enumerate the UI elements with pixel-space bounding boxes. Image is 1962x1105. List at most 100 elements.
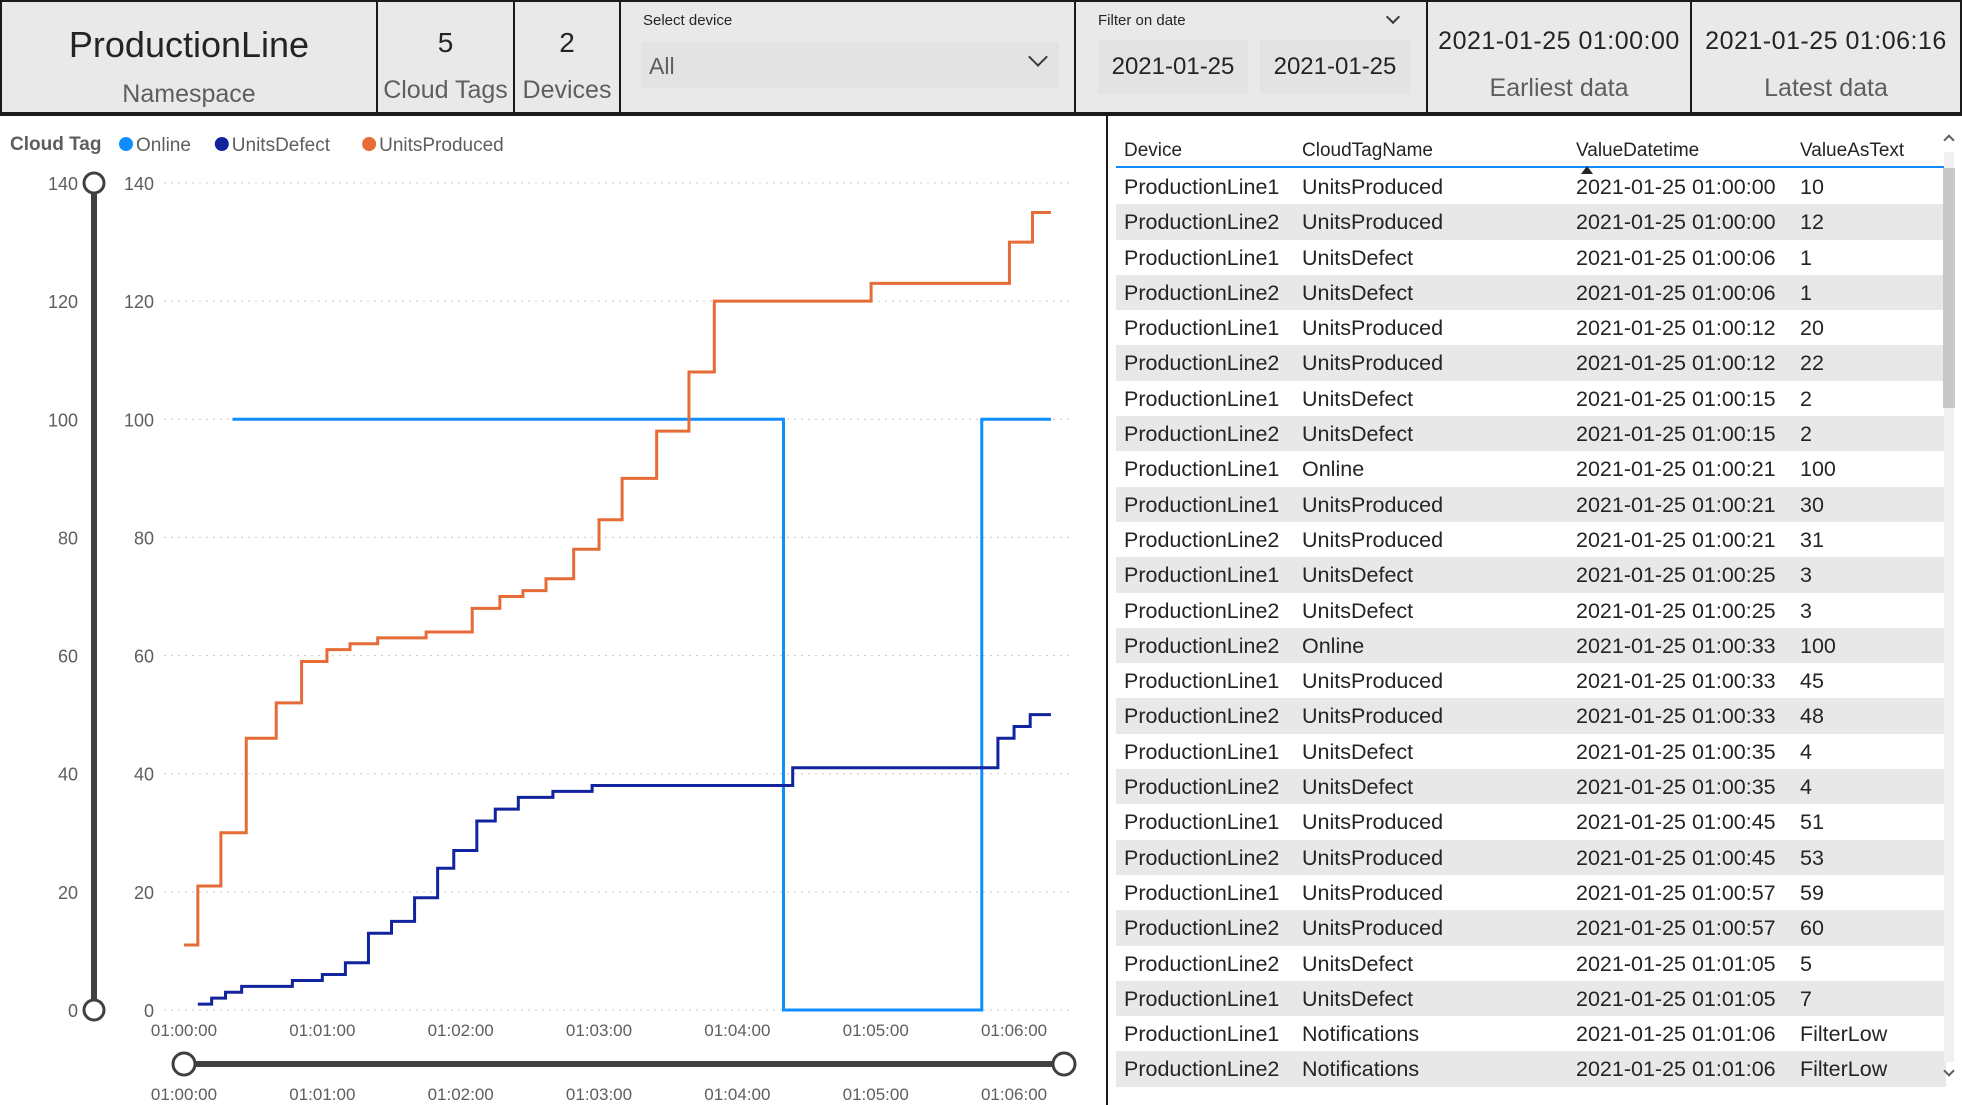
table-row[interactable]: ProductionLine2 UnitsProduced 2021-01-25 0… (1116, 204, 1946, 240)
cloud-tag-line-chart[interactable]: Cloud Tag Online UnitsDefect UnitsProduced 0… (0, 114, 1108, 1105)
table-row[interactable]: ProductionLine1 UnitsDefect 2021-01-25 01:… (1116, 240, 1946, 275)
table-row[interactable]: ProductionLine2 Notifications 2021-01-25 0… (1116, 1051, 1946, 1087)
cell-valueastext: 53 (1800, 845, 1824, 870)
y-axis-tick-label: 80 (134, 528, 154, 548)
device-slicer-title: Select device (643, 12, 733, 29)
cell-valueastext: 5 (1800, 951, 1812, 976)
y-zoom-slider-handle-bottom[interactable] (82, 998, 106, 1022)
x-axis-tick-label: 01:02:00 (428, 1021, 494, 1040)
legend-item-unitsdefect: UnitsDefect (232, 135, 331, 156)
table-row[interactable]: ProductionLine1 Online 2021-01-25 01:00:21… (1116, 451, 1946, 486)
chevron-down-icon[interactable] (1385, 9, 1401, 25)
cloud-tag-table: Device CloudTagName ValueDatetime ValueA… (1108, 114, 1962, 1105)
table-row[interactable]: ProductionLine1 UnitsProduced 2021-01-25 0… (1116, 310, 1946, 345)
cell-cloudtagname: UnitsDefect (1302, 245, 1414, 270)
series-line-unitsproduced (184, 211, 1051, 947)
scroll-down-icon[interactable] (1943, 1065, 1955, 1077)
table-row[interactable]: ProductionLine2 UnitsDefect 2021-01-25 01:… (1116, 769, 1946, 805)
cell-device: ProductionLine2 (1124, 951, 1280, 976)
cell-cloudtagname: Notifications (1302, 1022, 1420, 1047)
cell-valueastext: 4 (1800, 739, 1812, 764)
cell-valueastext: 100 (1800, 457, 1836, 482)
y-axis-tick-label: 120 (124, 292, 154, 312)
x-axis-tick-label: 01:01:00 (289, 1021, 355, 1040)
cell-device: ProductionLine2 (1124, 422, 1280, 447)
cell-valueastext: 20 (1800, 316, 1824, 341)
table-row[interactable]: ProductionLine2 UnitsDefect 2021-01-25 01:… (1116, 416, 1946, 452)
cell-valuedatetime: 2021-01-25 01:01:05 (1576, 951, 1776, 976)
column-header-valuedatetime[interactable]: ValueDatetime (1576, 140, 1700, 161)
table-row[interactable]: ProductionLine2 UnitsProduced 2021-01-25 0… (1116, 698, 1946, 734)
device-dropdown[interactable]: All (641, 42, 1059, 88)
x-zoom-slider-handle-left[interactable] (171, 1051, 197, 1077)
y-axis-tick-label: 140 (124, 174, 154, 194)
table-row[interactable]: ProductionLine2 UnitsDefect 2021-01-25 01:… (1116, 274, 1946, 311)
cell-cloudtagname: UnitsProduced (1302, 810, 1444, 835)
scrollbar-thumb[interactable] (1943, 168, 1955, 408)
cell-valuedatetime: 2021-01-25 01:00:21 (1576, 492, 1776, 517)
cell-cloudtagname: UnitsDefect (1302, 386, 1414, 411)
cell-valueastext: 12 (1800, 210, 1824, 235)
cell-valuedatetime: 2021-01-25 01:00:21 (1576, 457, 1776, 482)
column-header-device[interactable]: Device (1124, 140, 1183, 161)
table-row[interactable]: ProductionLine2 UnitsDefect 2021-01-25 01:… (1116, 946, 1946, 981)
cell-cloudtagname: Notifications (1302, 1057, 1420, 1082)
cell-device: ProductionLine1 (1124, 880, 1280, 905)
cell-device: ProductionLine2 (1124, 633, 1280, 658)
table-row[interactable]: ProductionLine1 UnitsDefect 2021-01-25 01:… (1116, 381, 1946, 416)
cell-device: ProductionLine1 (1124, 245, 1280, 270)
table-row[interactable]: ProductionLine1 UnitsProduced 2021-01-25 0… (1116, 169, 1946, 204)
cell-valueastext: 22 (1800, 351, 1824, 376)
cell-valueastext: 1 (1800, 245, 1812, 270)
y-axis-slider-tick-label: 120 (48, 292, 78, 312)
cell-valueastext: 2 (1800, 386, 1812, 411)
table-row[interactable]: ProductionLine2 UnitsProduced 2021-01-25 0… (1116, 345, 1946, 381)
date-from-input[interactable]: 2021-01-25 (1098, 40, 1248, 94)
cell-valuedatetime: 2021-01-25 01:00:33 (1576, 669, 1776, 694)
y-axis-tick-label: 100 (124, 410, 154, 430)
cloud-tags-card: 5 Cloud Tags (376, 0, 515, 114)
cell-cloudtagname: UnitsProduced (1302, 669, 1444, 694)
cell-cloudtagname: UnitsProduced (1302, 316, 1444, 341)
cell-valuedatetime: 2021-01-25 01:00:45 (1576, 810, 1776, 835)
table-row[interactable]: ProductionLine1 UnitsProduced 2021-01-25 0… (1116, 663, 1946, 698)
latest-data-value: 2021-01-25 01:06:16 (1705, 27, 1947, 55)
y-axis-slider-tick-label: 80 (58, 528, 78, 548)
date-to-input[interactable]: 2021-01-25 (1260, 40, 1410, 94)
table-row[interactable]: ProductionLine1 UnitsProduced 2021-01-25 0… (1116, 486, 1946, 522)
y-axis-slider-tick-label: 100 (48, 410, 78, 430)
table-row[interactable]: ProductionLine1 UnitsDefect 2021-01-25 01:… (1116, 734, 1946, 769)
table-row[interactable]: ProductionLine2 UnitsProduced 2021-01-25 0… (1116, 522, 1946, 557)
cell-device: ProductionLine2 (1124, 210, 1280, 235)
cell-valueastext: 1 (1800, 280, 1812, 305)
y-zoom-slider-handle-top[interactable] (82, 171, 106, 195)
x-axis-tick-label: 01:00:00 (151, 1021, 217, 1040)
cell-device: ProductionLine2 (1124, 280, 1280, 305)
table-row[interactable]: ProductionLine1 UnitsDefect 2021-01-25 01:… (1116, 980, 1946, 1017)
column-header-cloudtagname[interactable]: CloudTagName (1302, 140, 1433, 161)
table-row[interactable]: ProductionLine2 UnitsProduced 2021-01-25 0… (1116, 839, 1946, 875)
cell-valuedatetime: 2021-01-25 01:00:45 (1576, 845, 1776, 870)
cell-cloudtagname: UnitsDefect (1302, 951, 1414, 976)
x-zoom-slider-handle-right[interactable] (1051, 1051, 1077, 1077)
column-header-valueastext[interactable]: ValueAsText (1800, 140, 1905, 161)
table-row[interactable]: ProductionLine2 Online 2021-01-25 01:00:33… (1116, 627, 1946, 664)
cell-valueastext: 45 (1800, 669, 1824, 694)
cell-cloudtagname: UnitsDefect (1302, 422, 1414, 447)
cell-cloudtagname: UnitsDefect (1302, 739, 1414, 764)
scroll-up-icon[interactable] (1943, 134, 1955, 146)
earliest-data-label: Earliest data (1489, 74, 1629, 102)
table-scrollbar[interactable] (1942, 128, 1956, 1083)
cell-cloudtagname: UnitsDefect (1302, 598, 1414, 623)
table-row[interactable]: ProductionLine1 UnitsProduced 2021-01-25 0… (1116, 804, 1946, 839)
cell-valueastext: 7 (1800, 986, 1812, 1011)
table-row[interactable]: ProductionLine1 UnitsProduced 2021-01-25 0… (1116, 875, 1946, 910)
cell-cloudtagname: UnitsDefect (1302, 563, 1414, 588)
table-row[interactable]: ProductionLine1 Notifications 2021-01-25 0… (1116, 1016, 1946, 1051)
table-row[interactable]: ProductionLine2 UnitsProduced 2021-01-25 0… (1116, 910, 1946, 946)
cell-valuedatetime: 2021-01-25 01:00:12 (1576, 351, 1776, 376)
table-row[interactable]: ProductionLine2 UnitsDefect 2021-01-25 01:… (1116, 593, 1946, 628)
table-row[interactable]: ProductionLine1 UnitsDefect 2021-01-25 01:… (1116, 557, 1946, 593)
scrollbar-track[interactable] (1944, 152, 1954, 1062)
cell-valueastext: FilterLow (1800, 1022, 1888, 1047)
